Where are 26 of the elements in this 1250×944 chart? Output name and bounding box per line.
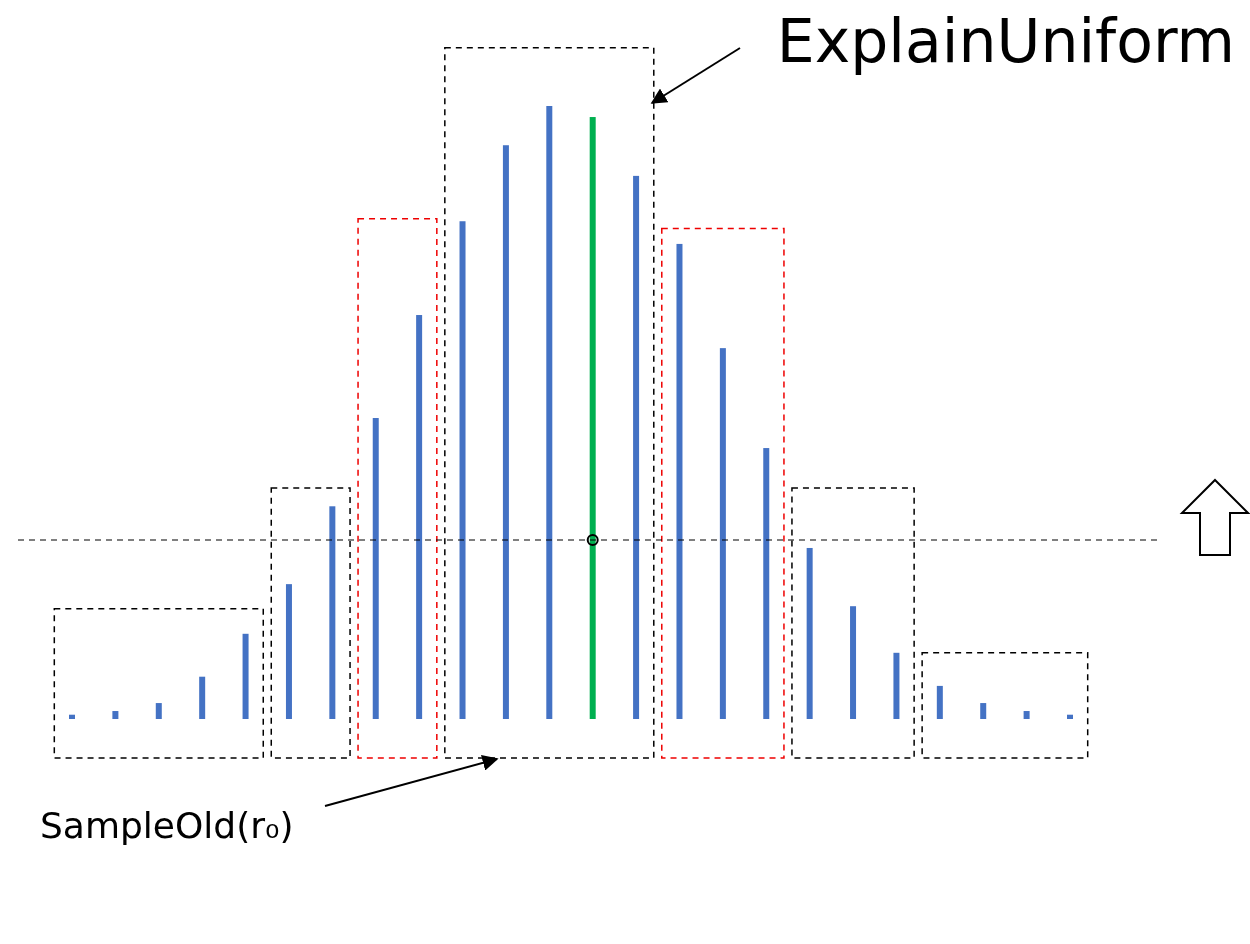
bar [199,676,206,719]
bar [1023,711,1030,719]
bar [763,448,770,719]
text: SampleOld(r₀) [40,805,294,846]
bar [285,584,292,719]
bar [676,243,683,719]
bar [1067,714,1073,719]
bar [546,106,553,719]
bar [806,547,813,719]
bar [719,348,726,719]
text: ExplainUniform [776,6,1235,76]
bar [980,703,987,719]
bar [502,145,509,719]
bar [459,221,466,719]
bar [112,711,119,719]
bar [893,652,900,719]
bar [589,117,596,719]
bar [850,606,857,719]
bar [936,685,943,719]
bar [242,633,249,719]
bar [329,506,336,719]
bar [155,703,162,719]
bar [372,418,379,719]
bar [69,714,75,719]
bar [633,175,640,719]
bar [416,315,423,719]
